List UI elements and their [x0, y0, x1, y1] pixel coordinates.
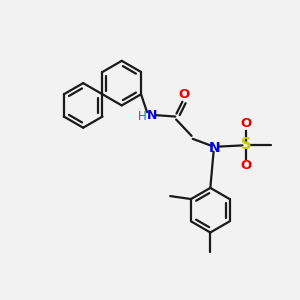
Text: O: O: [240, 159, 252, 172]
Text: O: O: [178, 88, 189, 101]
Text: N: N: [147, 109, 157, 122]
Text: N: N: [209, 141, 220, 155]
Text: O: O: [240, 118, 252, 130]
Text: H: H: [138, 110, 146, 123]
Text: S: S: [241, 137, 251, 152]
